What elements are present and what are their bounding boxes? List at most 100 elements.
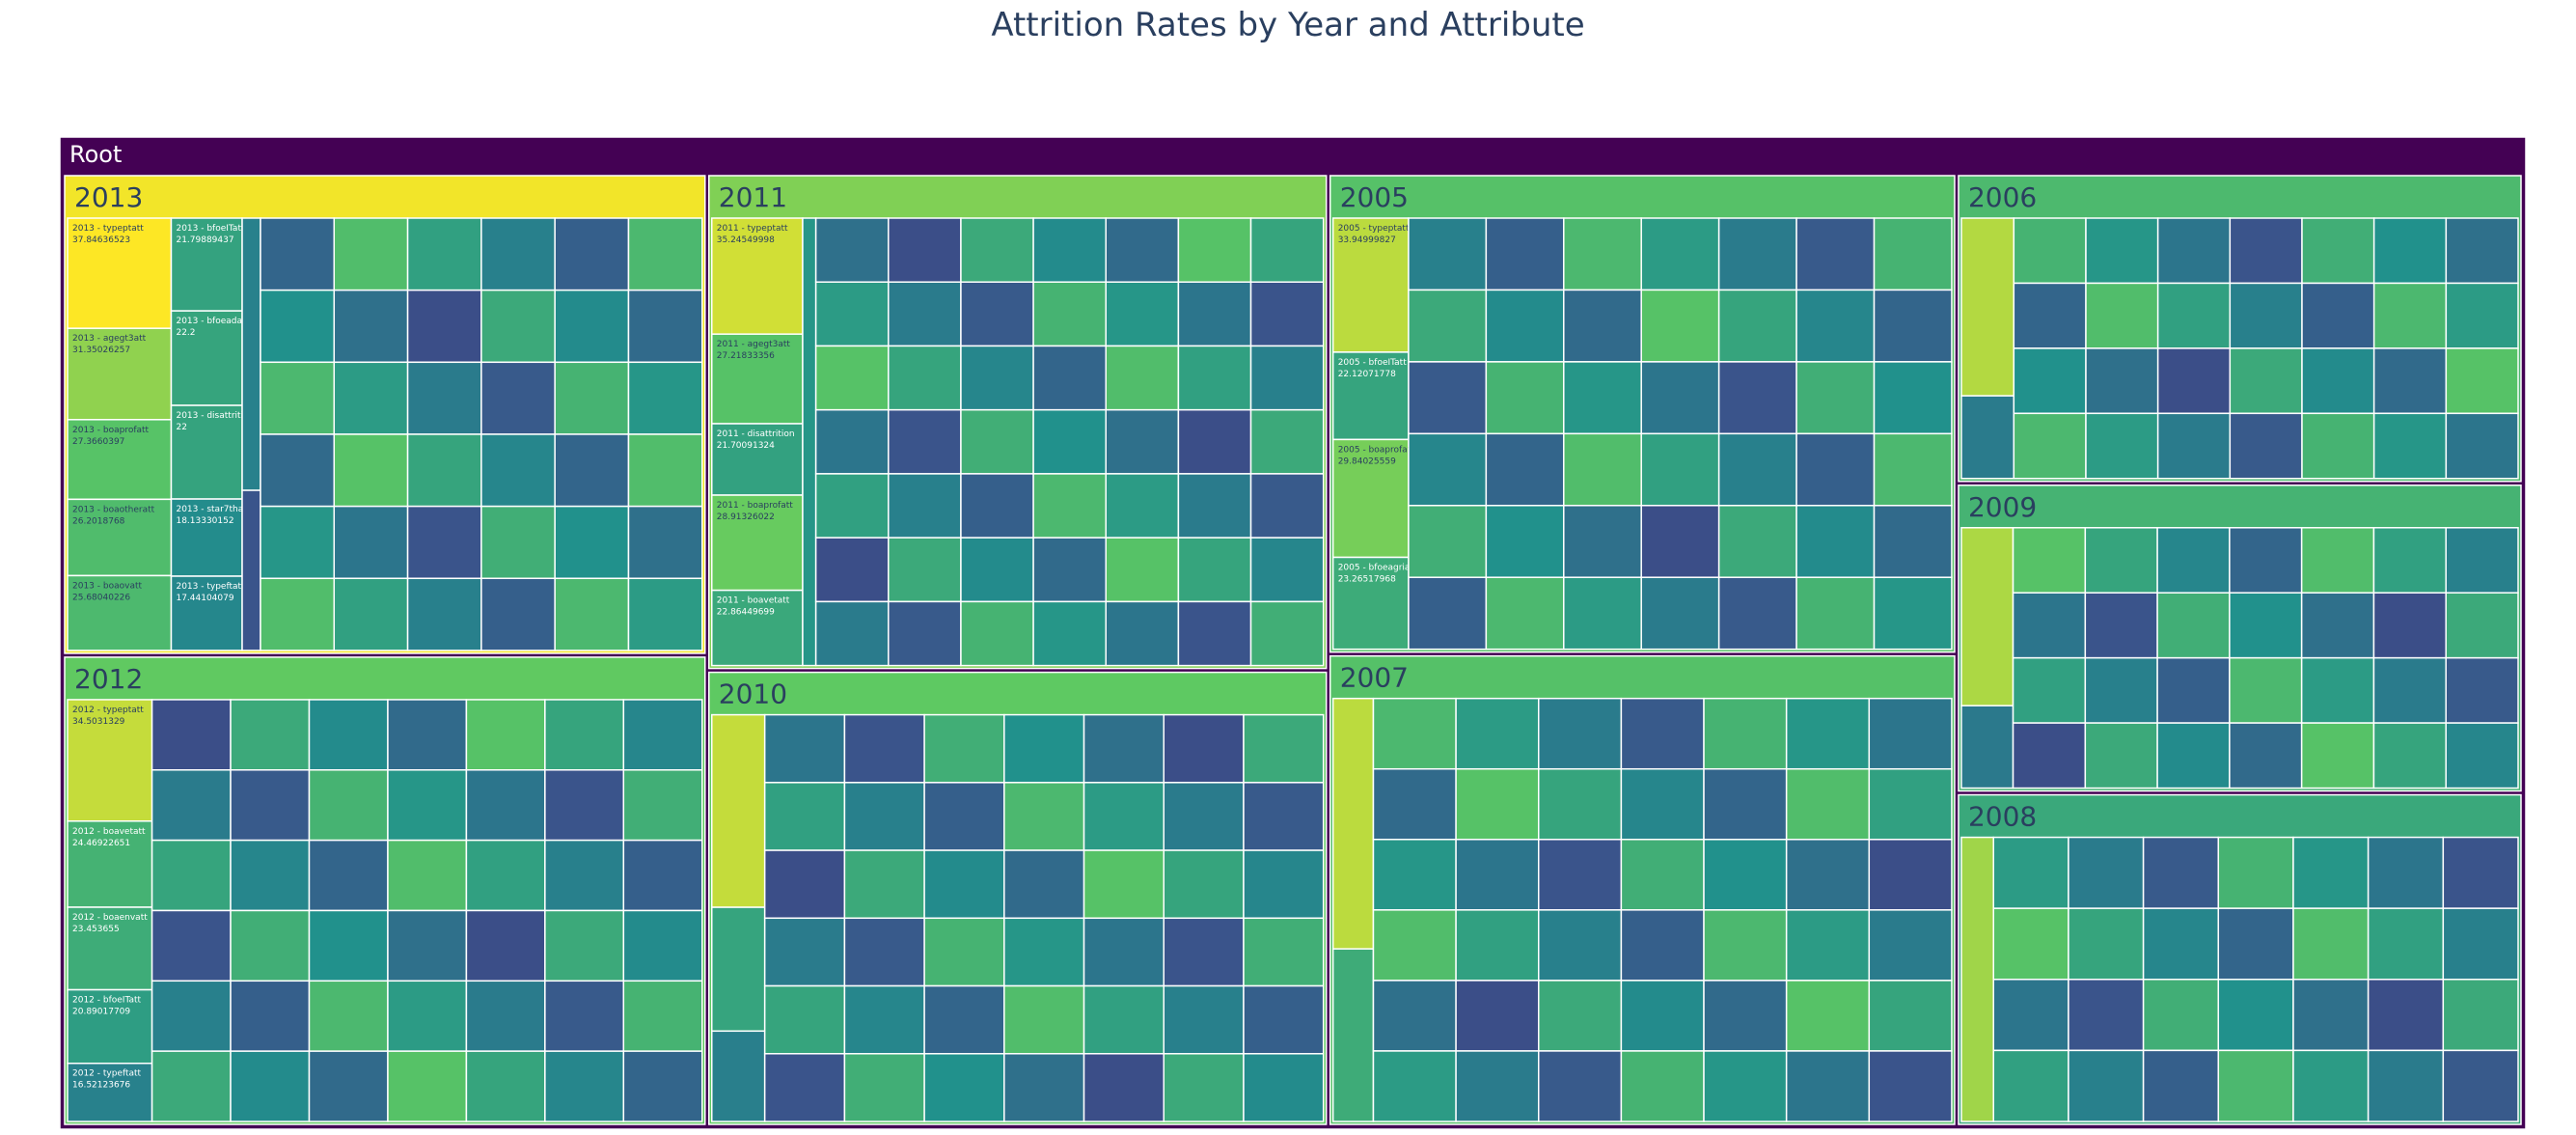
tile-2007-minor[interactable] [1372, 697, 1457, 770]
tile-2007-minor[interactable] [1537, 839, 1623, 911]
tile-2011-minor[interactable] [1105, 408, 1180, 475]
tile-2005-minor[interactable] [1485, 432, 1565, 507]
tile-2008-minor[interactable] [2217, 907, 2294, 981]
tile-2008-minor[interactable] [2068, 907, 2145, 981]
tile-2006-minor[interactable] [2445, 347, 2519, 415]
tile-2009-minor[interactable] [2084, 656, 2158, 724]
tile-2010-boavetatt[interactable] [711, 906, 766, 1033]
tile-2005-minor[interactable] [1408, 432, 1488, 507]
tile-2006-minor[interactable] [2301, 282, 2375, 349]
tile-2008-minor[interactable] [2442, 979, 2519, 1052]
tile-2011-typeptatt[interactable] [711, 217, 804, 335]
tile-2006-typeftatt[interactable] [1960, 395, 2015, 480]
tile-2009-minor[interactable] [2300, 592, 2375, 659]
tile-2008-minor[interactable] [2142, 907, 2220, 981]
tile-2010-minor[interactable] [1163, 917, 1245, 987]
tile-2008-minor[interactable] [1992, 907, 2069, 981]
tile-2007-minor[interactable] [1455, 1050, 1540, 1122]
tile-2008-minor[interactable] [2068, 979, 2145, 1052]
tile-2005-minor[interactable] [1717, 576, 1797, 651]
tile-2012-minor[interactable] [544, 980, 625, 1052]
tile-2005-minor[interactable] [1640, 432, 1720, 507]
tile-2008-minor[interactable] [2142, 979, 2220, 1052]
tile-2006-minor[interactable] [2445, 412, 2519, 480]
tile-2012-minor[interactable] [544, 909, 625, 983]
tile-2011-minor[interactable] [888, 281, 962, 347]
tile-2011-minor[interactable] [1105, 281, 1180, 347]
tile-2011-minor[interactable] [1249, 600, 1325, 667]
tile-2010-minor[interactable] [843, 917, 925, 987]
tile-2009-minor[interactable] [2012, 592, 2087, 659]
tile-2013-minor[interactable] [627, 289, 703, 364]
tile-2013-minor[interactable] [480, 433, 556, 508]
tile-2011-minor[interactable] [960, 281, 1034, 347]
tile-2013-minor[interactable] [406, 217, 482, 291]
tile-2011-minor[interactable] [814, 281, 890, 347]
tile-2012-minor[interactable] [151, 1050, 232, 1122]
tile-2013-minor[interactable] [333, 289, 409, 364]
tile-2011-minor[interactable] [1105, 345, 1180, 411]
tile-2007-minor[interactable] [1868, 839, 1953, 911]
tile-2012-minor[interactable] [151, 980, 232, 1052]
tile-2005-minor[interactable] [1717, 289, 1797, 363]
tile-2008-minor[interactable] [2292, 907, 2370, 981]
tile-2009-minor[interactable] [2300, 527, 2375, 594]
tile-2013-minor[interactable] [554, 505, 630, 580]
tile-2007-minor[interactable] [1455, 909, 1540, 982]
tile-2006-minor[interactable] [2156, 282, 2232, 349]
tile-2009-minor[interactable] [2156, 656, 2231, 724]
tile-2009-typeftatt[interactable] [1960, 705, 2014, 789]
tile-2008-minor[interactable] [1992, 836, 2069, 909]
tile-2006-minor[interactable] [2445, 217, 2519, 285]
tile-2005-minor[interactable] [1485, 289, 1565, 363]
tile-2005-minor[interactable] [1795, 361, 1876, 435]
tile-2008-minor[interactable] [2217, 836, 2294, 909]
tile-2008-minor[interactable] [2367, 1049, 2445, 1122]
tile-2010-minor[interactable] [923, 1053, 1005, 1122]
tile-2013-bfoeITatt[interactable] [170, 217, 243, 312]
tile-2009-minor[interactable] [2372, 592, 2447, 659]
tile-2007-minor[interactable] [1620, 767, 1705, 841]
tile-2007-minor[interactable] [1455, 980, 1540, 1052]
tile-2013-minor[interactable] [406, 361, 482, 435]
tile-2010-minor[interactable] [843, 1053, 925, 1122]
tile-2009-minor[interactable] [2445, 722, 2519, 789]
tile-2011-minor[interactable] [814, 408, 890, 475]
tile-2010-minor[interactable] [923, 917, 1005, 987]
tile-2012-minor[interactable] [151, 769, 232, 842]
tile-2010-minor[interactable] [763, 849, 846, 920]
tile-2007-minor[interactable] [1455, 767, 1540, 841]
tile-2012-minor[interactable] [151, 839, 232, 912]
tile-2012-minor[interactable] [387, 839, 468, 912]
tile-2007-minor[interactable] [1537, 909, 1623, 982]
tile-2011-minor[interactable] [1032, 473, 1107, 539]
tile-2012-minor[interactable] [622, 980, 703, 1052]
tile-2013-minor[interactable] [333, 217, 409, 291]
tile-2013-minor[interactable] [260, 505, 336, 580]
tile-2011-minor[interactable] [814, 473, 890, 539]
tile-2005-minor[interactable] [1873, 432, 1953, 507]
tile-2005-minor[interactable] [1873, 289, 1953, 363]
tile-2010-minor[interactable] [843, 713, 925, 784]
tile-2012-minor[interactable] [387, 1050, 468, 1122]
tile-2011-minor[interactable] [1032, 345, 1107, 411]
tile-2007-minor[interactable] [1537, 1050, 1623, 1122]
tile-2012-minor[interactable] [230, 1050, 311, 1122]
tile-2009-minor[interactable] [2012, 527, 2087, 594]
tile-2011-minor[interactable] [1105, 537, 1180, 603]
tile-2011-minor[interactable] [1249, 408, 1325, 475]
tile-2009-minor[interactable] [2445, 656, 2519, 724]
tile-2006-minor[interactable] [2085, 282, 2159, 349]
tile-2005-minor[interactable] [1640, 289, 1720, 363]
tile-2010-minor[interactable] [923, 713, 1005, 784]
tile-2012-minor[interactable] [387, 699, 468, 771]
tile-2010-minor[interactable] [1243, 713, 1325, 784]
tile-2007-minor[interactable] [1620, 909, 1705, 982]
tile-2011-minor[interactable] [1105, 217, 1180, 283]
tile-2006-minor[interactable] [2301, 217, 2375, 285]
tile-2005-minor[interactable] [1485, 505, 1565, 578]
tile-2012-minor[interactable] [308, 699, 389, 771]
tile-2006-minor[interactable] [2013, 412, 2087, 480]
tile-2013-minor[interactable] [627, 217, 703, 291]
tile-2011-agegt3att[interactable] [711, 333, 804, 425]
